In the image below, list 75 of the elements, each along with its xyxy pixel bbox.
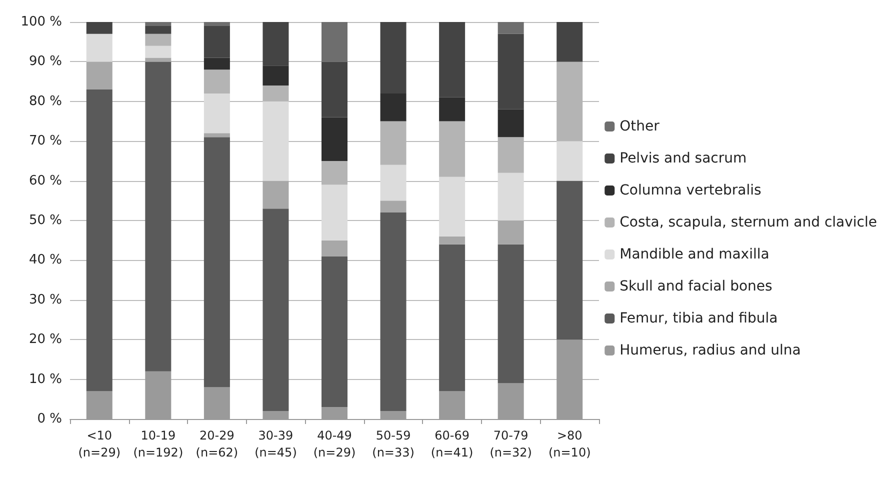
bar — [498, 244, 524, 384]
legend-label: Other — [620, 118, 660, 134]
bar — [204, 70, 230, 94]
bar — [322, 240, 348, 256]
y-tick-label: 50 % — [28, 213, 62, 228]
bar — [86, 34, 112, 62]
legend-label: Skull and facial bones — [620, 278, 772, 294]
bar — [204, 22, 230, 26]
x-tick-label: 70-79 (n=32) — [490, 428, 532, 460]
bar — [86, 22, 112, 34]
bar — [262, 180, 289, 209]
bar — [322, 184, 348, 240]
bar — [145, 34, 172, 46]
y-tick-label: 30 % — [28, 292, 62, 308]
x-tick-label: 10-19 (n=192) — [133, 428, 184, 460]
bar — [498, 109, 524, 138]
x-tick-label: 40-49 (n=29) — [313, 428, 356, 460]
bar — [262, 101, 289, 181]
x-tick-label: 50-59 (n=33) — [372, 428, 414, 460]
bar — [498, 172, 524, 220]
y-tick-label: 20 % — [28, 332, 62, 348]
bar — [204, 26, 230, 58]
y-tick-label: 10 % — [28, 372, 62, 387]
bar — [498, 220, 524, 244]
x-tick-label: 30-39 (n=45) — [254, 428, 297, 460]
bar — [86, 62, 112, 90]
y-tick-label: 80 % — [28, 94, 62, 109]
bar — [322, 117, 348, 161]
legend-label: Columna vertebralis — [620, 182, 762, 198]
y-tick-label: 0 % — [37, 412, 62, 426]
bar — [556, 22, 583, 62]
bar — [145, 46, 172, 58]
bar — [380, 93, 406, 122]
x-tick-label: 60-69 (n=41) — [430, 428, 474, 460]
y-tick-label: 100 % — [20, 14, 62, 30]
x-tick-label: 20-29 (n=62) — [196, 428, 238, 460]
bar — [556, 141, 583, 181]
bar — [380, 22, 406, 94]
bar — [145, 62, 172, 372]
bar — [204, 58, 230, 70]
bar — [262, 22, 289, 66]
bar — [439, 22, 466, 98]
bar — [380, 200, 406, 213]
bar — [498, 34, 524, 110]
bar — [380, 164, 406, 201]
bar — [498, 22, 524, 34]
y-tick-label: 40 % — [28, 252, 62, 268]
bar — [145, 22, 172, 26]
bar — [439, 97, 466, 122]
legend-label: Pelvis and sacrum — [620, 150, 747, 166]
bar — [322, 62, 348, 118]
bar — [322, 22, 348, 62]
bar — [322, 256, 348, 408]
y-tick-label: 60 % — [28, 173, 62, 188]
bar — [380, 212, 406, 412]
y-tick-label: 70 % — [28, 134, 62, 149]
bar — [145, 26, 172, 34]
x-tick-label: <10 (n=29) — [78, 428, 121, 460]
bar — [262, 208, 289, 412]
bar — [439, 176, 466, 236]
legend-label: Mandible and maxilla — [620, 246, 770, 262]
bar — [556, 180, 583, 340]
bar — [86, 89, 112, 392]
bar — [145, 58, 172, 62]
bar — [204, 133, 230, 138]
bar — [262, 66, 289, 86]
legend-label: Humerus, radius and ulna — [620, 342, 801, 358]
legend-label: Costa, scapula, sternum and clavicle — [620, 214, 877, 230]
y-tick-label: 90 % — [28, 54, 62, 70]
bar — [439, 236, 466, 244]
bar — [439, 244, 466, 392]
bar — [204, 137, 230, 388]
bar — [204, 93, 230, 134]
legend-label: Femur, tibia and fibula — [620, 310, 778, 326]
x-tick-label: >80 (n=10) — [548, 428, 591, 460]
